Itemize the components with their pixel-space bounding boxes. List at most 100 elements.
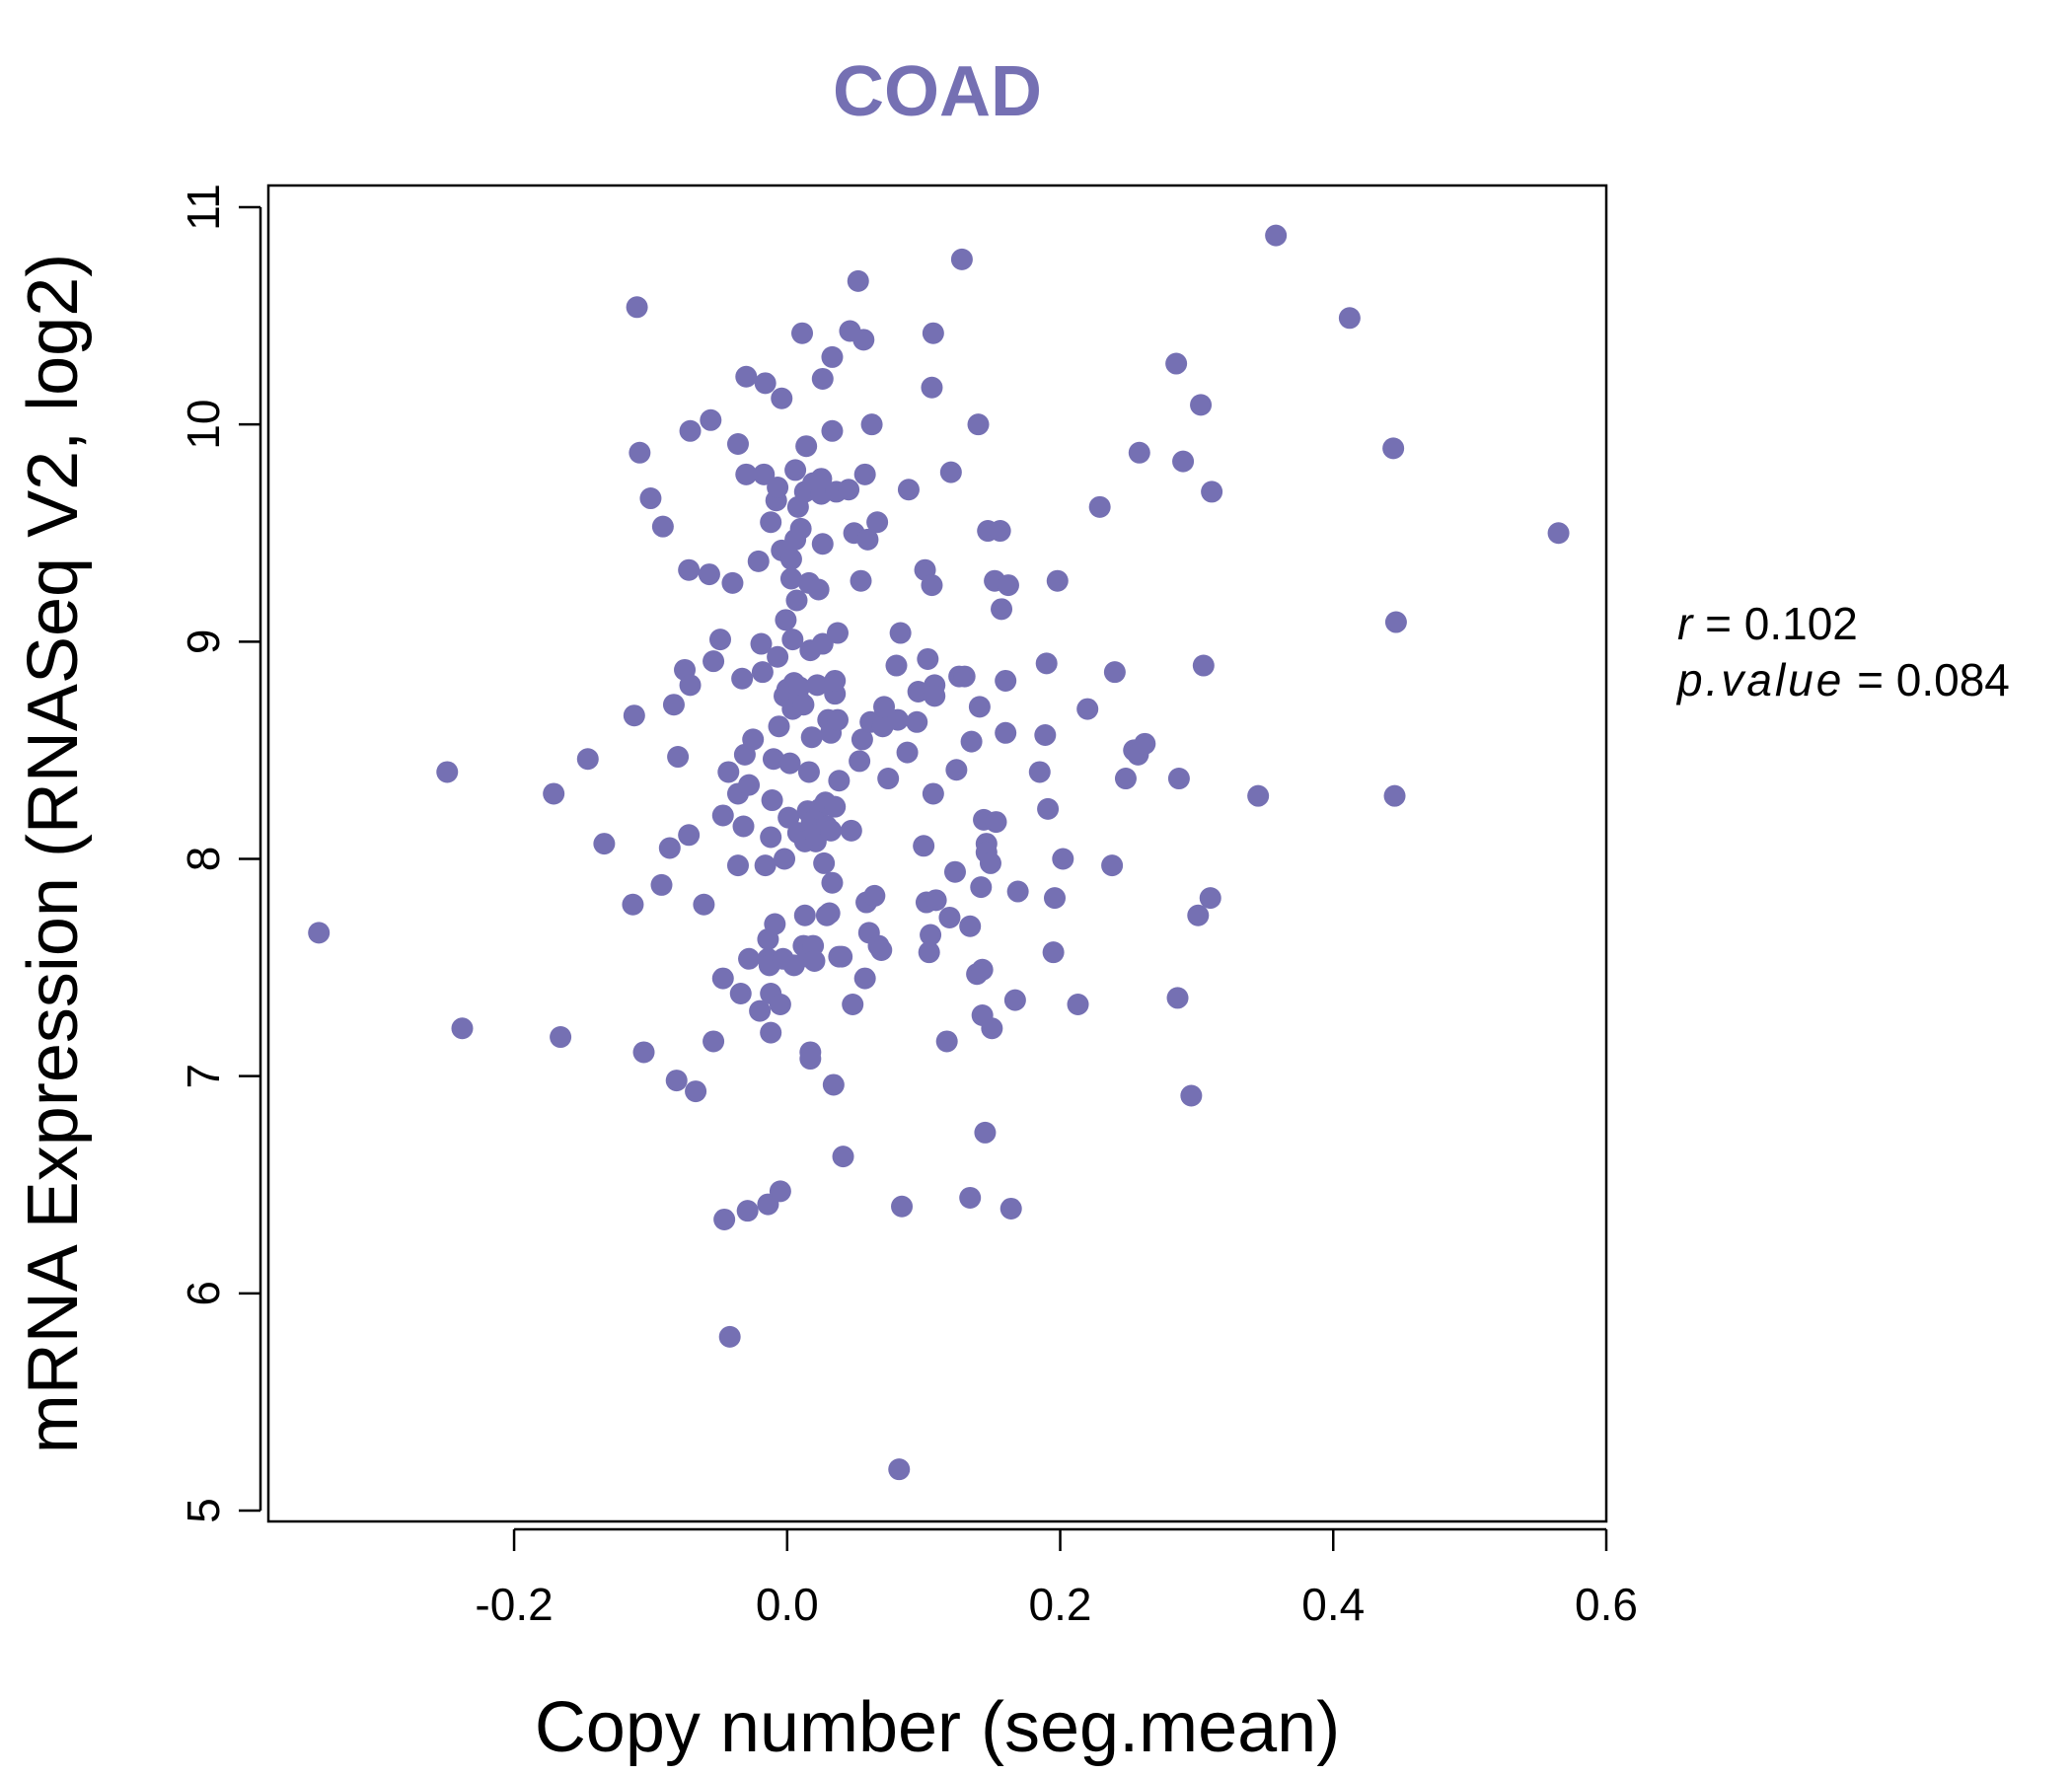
data-point	[650, 873, 673, 896]
data-point	[953, 665, 976, 688]
data-point	[824, 669, 847, 692]
data-point	[797, 761, 820, 783]
data-point	[1067, 994, 1089, 1016]
data-point	[543, 782, 565, 805]
data-point	[629, 441, 651, 464]
data-point	[1103, 661, 1126, 684]
data-point	[778, 752, 801, 775]
data-point	[853, 967, 876, 990]
data-point	[935, 1030, 958, 1053]
data-point	[1043, 887, 1066, 910]
data-point	[784, 459, 807, 481]
data-point	[967, 413, 990, 436]
y-axis-label: mRNA Expression (RNASeq V2, log2)	[14, 254, 93, 1453]
data-point	[781, 629, 804, 651]
data-point	[860, 413, 883, 436]
data-point	[799, 1048, 822, 1071]
data-point	[917, 647, 939, 670]
data-point	[711, 967, 734, 990]
data-point	[703, 1030, 725, 1053]
data-point	[791, 322, 814, 344]
x-axis: -0.2 0.0 0.2 0.4 0.6	[475, 1527, 1638, 1630]
data-point	[852, 329, 875, 351]
data-point	[789, 517, 812, 540]
data-point	[999, 1197, 1022, 1220]
data-point	[795, 435, 818, 458]
data-point	[1384, 611, 1407, 633]
data-point	[873, 696, 896, 718]
r-value: 0.102	[1744, 598, 1858, 649]
data-point	[938, 906, 961, 928]
x-tick-label: 0.2	[1029, 1579, 1092, 1630]
data-point	[1167, 768, 1190, 790]
y-tick-label: 11	[178, 184, 229, 231]
data-point	[1192, 654, 1215, 677]
data-point	[1088, 495, 1111, 518]
data-point	[729, 983, 752, 1005]
data-point	[989, 520, 1011, 543]
data-point	[924, 685, 946, 707]
data-point	[678, 824, 701, 847]
data-point	[959, 1186, 982, 1209]
data-point	[856, 528, 879, 551]
data-point	[810, 468, 833, 490]
data-point	[889, 622, 912, 644]
data-point	[775, 609, 797, 631]
data-point	[806, 674, 829, 697]
data-point	[623, 704, 645, 727]
data-point	[735, 365, 758, 388]
data-point	[981, 1017, 1003, 1040]
data-point	[788, 676, 811, 699]
data-point	[985, 811, 1007, 834]
data-point	[639, 487, 662, 510]
data-point	[1172, 450, 1195, 473]
data-point	[997, 574, 1019, 597]
data-point	[945, 759, 968, 781]
data-point	[769, 994, 791, 1016]
data-point	[651, 515, 674, 538]
data-point	[913, 835, 935, 857]
data-point	[832, 1146, 854, 1168]
data-point	[971, 958, 994, 981]
data-point	[1134, 732, 1156, 755]
y-tick-label: 9	[178, 629, 229, 655]
data-point	[896, 741, 919, 764]
data-point	[811, 367, 834, 390]
data-point	[436, 761, 459, 783]
data-point	[721, 571, 744, 594]
x-axis-label: Copy number (seg.mean)	[535, 1688, 1340, 1767]
data-point	[991, 598, 1013, 621]
data-point	[838, 479, 860, 501]
data-point	[925, 889, 947, 912]
data-point	[1028, 761, 1051, 783]
data-point	[1187, 904, 1210, 926]
data-point	[665, 1070, 688, 1092]
data-point	[685, 1080, 707, 1103]
data-point	[920, 924, 942, 946]
data-point	[747, 550, 770, 572]
data-point	[1338, 307, 1361, 330]
data-point	[851, 728, 873, 751]
data-point	[826, 622, 849, 644]
data-point	[1037, 797, 1060, 820]
data-point	[1265, 224, 1288, 247]
data-point	[970, 876, 993, 899]
data-point	[679, 419, 702, 442]
data-points	[308, 224, 1570, 1481]
data-point	[847, 269, 869, 292]
data-point	[870, 938, 893, 961]
data-point	[803, 949, 826, 972]
y-tick-label: 7	[178, 1064, 229, 1089]
data-point	[769, 1180, 791, 1203]
data-point	[754, 854, 777, 877]
p-value: 0.084	[1896, 654, 2010, 705]
data-point	[866, 511, 889, 534]
data-point	[897, 479, 920, 501]
data-point	[698, 563, 720, 586]
data-point	[800, 726, 823, 749]
data-point	[1190, 394, 1213, 416]
data-point	[593, 833, 616, 855]
data-point	[779, 567, 802, 590]
data-point	[1199, 887, 1221, 910]
